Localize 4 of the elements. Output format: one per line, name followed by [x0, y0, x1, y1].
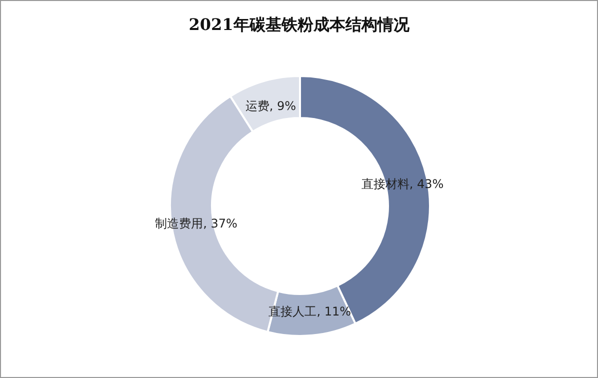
slice-label: 直接人工, 11%	[268, 304, 352, 319]
slice-label: 制造费用, 37%	[155, 216, 238, 230]
slice-label: 运费, 9%	[245, 99, 296, 114]
chart-title: 2021年碳基铁粉成本结构情况	[188, 15, 410, 34]
